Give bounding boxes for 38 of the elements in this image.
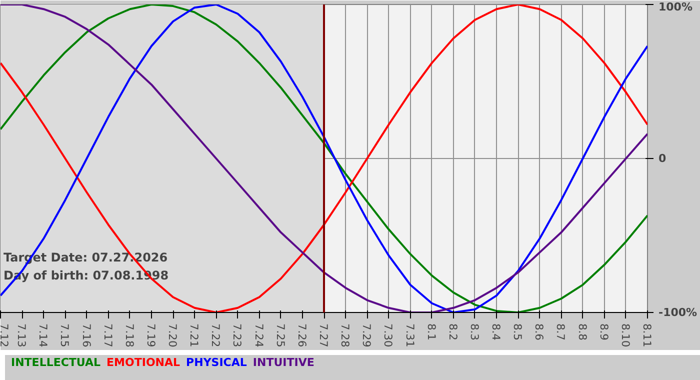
x-tick-label: 7.17 xyxy=(101,324,114,348)
x-tick-label: 7.30 xyxy=(382,324,395,348)
x-tick-label: 8.7 xyxy=(554,324,568,340)
y-tick-label: 0 xyxy=(658,152,666,165)
x-tick-label: 8.10 xyxy=(618,324,632,348)
x-tick-label: 7.25 xyxy=(274,324,287,348)
x-tick-label: 8.4 xyxy=(490,324,503,341)
x-tick-label: 7.15 xyxy=(58,324,72,348)
x-tick-label: 8.8 xyxy=(576,324,589,341)
x-tick-label: 7.18 xyxy=(122,324,136,348)
text: INTUITIVE xyxy=(252,356,314,369)
x-tick-label: 7.27 xyxy=(317,324,330,348)
text: INTELLECTUAL xyxy=(11,356,101,369)
x-tick-label: 8.1 xyxy=(424,324,438,340)
x-tick-label: 7.28 xyxy=(338,324,352,348)
text: PHYSICAL xyxy=(186,356,247,369)
x-tick-label: 8.11 xyxy=(640,324,654,348)
x-tick-label: 7.23 xyxy=(230,324,244,348)
x-tick-label: 7.22 xyxy=(209,324,222,348)
x-tick-label: 8.9 xyxy=(597,324,610,341)
x-tick-label: 7.12 xyxy=(0,324,10,348)
y-tick-label: 100% xyxy=(658,0,692,14)
x-tick-label: 7.20 xyxy=(166,324,180,348)
x-tick-label: 8.3 xyxy=(468,324,481,340)
x-tick-label: 7.13 xyxy=(15,324,28,348)
x-tick-label: 7.21 xyxy=(188,324,201,348)
x-tick-label: 7.26 xyxy=(295,324,308,348)
x-tick-label: 8.5 xyxy=(511,324,524,340)
x-tick-label: 8.2 xyxy=(446,324,460,340)
text: EMOTIONAL xyxy=(106,356,180,369)
x-tick-label: 7.16 xyxy=(80,324,93,348)
x-tick-label: 8.6 xyxy=(532,324,546,341)
x-tick-label: 7.19 xyxy=(144,324,158,348)
x-tick-label: 7.14 xyxy=(36,324,50,348)
x-tick-label: 7.31 xyxy=(403,324,416,348)
x-tick-label: 7.24 xyxy=(252,324,266,348)
x-tick-label: 7.29 xyxy=(360,324,374,348)
y-tick-label: -100% xyxy=(658,306,698,319)
